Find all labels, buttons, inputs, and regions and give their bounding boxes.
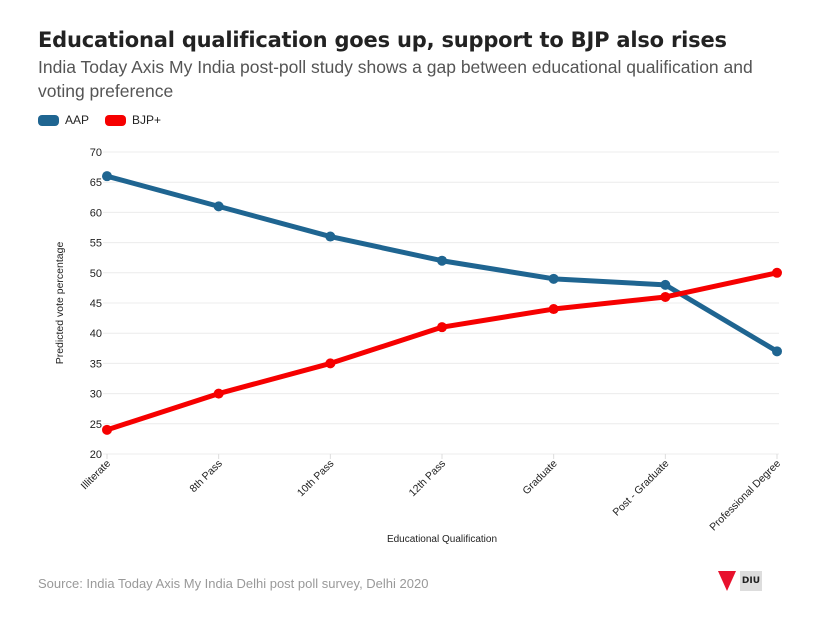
legend-swatch-aap	[38, 114, 59, 126]
y-tick-label: 60	[90, 207, 102, 219]
x-tick-label: Graduate	[520, 458, 560, 498]
y-tick-label: 45	[90, 298, 102, 310]
grid-lines	[103, 151, 779, 455]
legend-swatch-bjp	[105, 114, 127, 126]
chart-title: Educational qualification goes up, suppo…	[38, 28, 727, 52]
x-tick-label: 12th Pass	[407, 458, 449, 500]
legend-item-aap[interactable]: AAP	[38, 113, 89, 127]
y-tick-label: 35	[90, 358, 102, 370]
x-tick-label: 8th Pass	[187, 458, 224, 495]
data-point-bjp[interactable]	[660, 291, 671, 302]
x-axis-label: Educational Qualification	[387, 534, 497, 545]
chart-subtitle: India Today Axis My India post-poll stud…	[38, 57, 753, 101]
x-tick-label: Professional Degree	[707, 458, 783, 534]
data-point-aap[interactable]	[213, 201, 224, 212]
data-point-aap[interactable]	[437, 255, 447, 266]
y-axis-label: Predicted vote percentage	[54, 242, 66, 365]
y-tick-label: 65	[90, 177, 102, 189]
data-point-bjp[interactable]	[325, 358, 336, 369]
y-tick-label: 30	[90, 389, 102, 401]
x-tick-label: Illiterate	[79, 458, 114, 493]
y-tick-label: 50	[90, 268, 102, 280]
diu-logo: DIU	[740, 571, 762, 591]
data-point-bjp[interactable]	[772, 267, 782, 278]
y-tick-label: 25	[90, 419, 102, 431]
data-point-bjp[interactable]	[102, 424, 112, 435]
series-points	[102, 171, 782, 435]
india-today-logo	[718, 571, 736, 591]
data-point-aap[interactable]	[772, 346, 782, 357]
x-tick-label: 10th Pass	[295, 458, 337, 500]
x-axis-ticks: Illiterate 8th Pass 10th Pass 12th Pass Grad…	[79, 454, 783, 534]
legend-item-bjp[interactable]: BJP+	[105, 113, 161, 127]
legend: AAP BJP+	[38, 113, 177, 127]
y-tick-label: 40	[90, 328, 102, 340]
logos: DIU	[718, 571, 762, 591]
y-tick-label: 55	[90, 238, 102, 250]
legend-label-bjp: BJP+	[132, 113, 162, 127]
legend-label-aap: AAP	[65, 113, 90, 127]
data-point-aap[interactable]	[325, 231, 336, 242]
x-tick-label: Post - Graduate	[611, 458, 672, 519]
data-point-aap[interactable]	[548, 273, 559, 284]
data-point-bjp[interactable]	[213, 388, 224, 399]
series-line-bjp	[104, 270, 780, 433]
y-tick-label: 70	[90, 147, 102, 159]
source-note: Source: India Today Axis My India Delhi …	[38, 576, 429, 591]
y-axis-ticks: 20 25 30 35 40 45 50 55 60 65 70	[90, 147, 102, 461]
data-point-aap[interactable]	[102, 171, 112, 182]
data-point-aap[interactable]	[660, 279, 671, 290]
data-point-bjp[interactable]	[548, 304, 559, 315]
line-chart: 20 25 30 35 40 45 50 55 60 65 70 Illiterate 8th Pas…	[54, 147, 783, 545]
y-tick-label: 20	[90, 449, 102, 461]
data-point-bjp[interactable]	[437, 322, 447, 333]
